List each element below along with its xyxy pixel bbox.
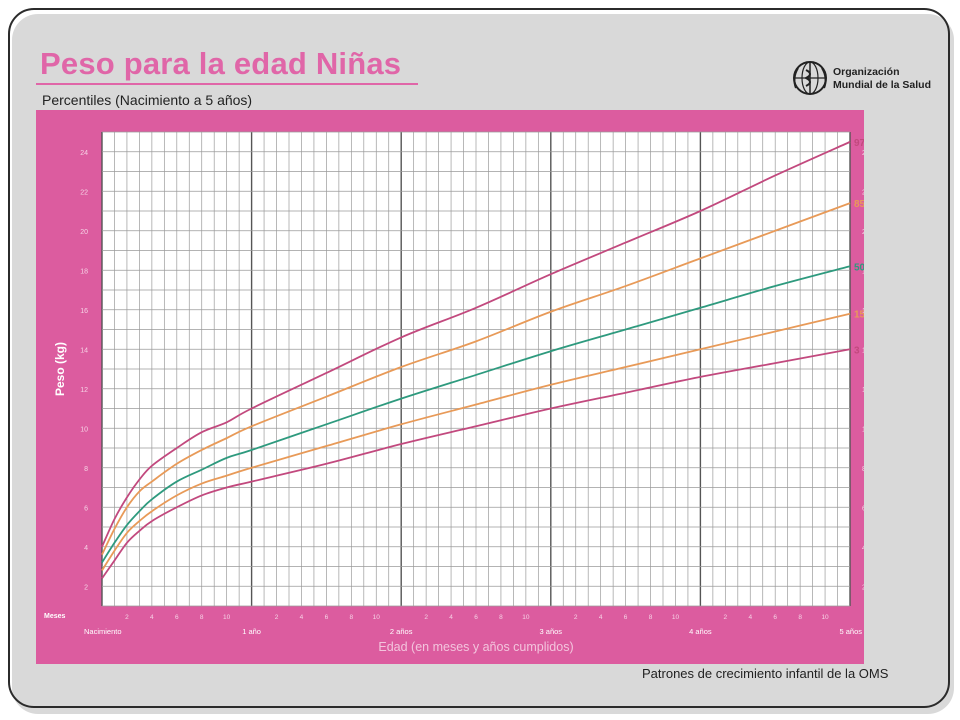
- y-tick-label-right: 16: [862, 308, 864, 315]
- x-month-tick-label: 8: [499, 614, 503, 621]
- x-year-tick-label: 1 año: [242, 627, 261, 636]
- x-year-tick-label: 4 años: [689, 627, 712, 636]
- who-name-line1: Organización: [833, 66, 900, 78]
- y-tick-label-right: 24: [862, 150, 864, 157]
- percentile-50-label: 50: [854, 262, 864, 273]
- x-month-tick-label: 6: [773, 614, 777, 621]
- x-month-tick-label: 4: [748, 614, 752, 621]
- y-tick-label-right: 14: [862, 347, 864, 354]
- x-month-tick-label: 4: [449, 614, 453, 621]
- who-emblem-icon: [793, 61, 827, 95]
- y-tick-label-right: 6: [862, 505, 864, 512]
- x-month-tick-label: 10: [373, 614, 381, 621]
- y-tick-label-left: 12: [80, 387, 88, 394]
- x-month-tick-label: 8: [200, 614, 204, 621]
- slide-frame: [8, 8, 950, 708]
- y-tick-label-left: 16: [80, 308, 88, 315]
- page-title: Peso para la edad Niñas: [40, 46, 402, 81]
- x-month-tick-label: 4: [300, 614, 304, 621]
- x-month-tick-label: 2: [125, 614, 129, 621]
- x-month-tick-label: 6: [474, 614, 478, 621]
- who-name-line2: Mundial de la Salud: [833, 79, 932, 91]
- y-tick-label-left: 4: [84, 545, 88, 552]
- percentile-3-label: 3: [854, 345, 860, 356]
- y-tick-label-right: 10: [862, 426, 864, 433]
- percentile-3-line: [101, 348, 851, 579]
- x-year-tick-label: 3 años: [540, 627, 563, 636]
- y-tick-label-right: 8: [862, 466, 864, 473]
- y-tick-label-left: 20: [80, 229, 88, 236]
- percentile-50-line: [101, 265, 851, 564]
- y-tick-label-left: 24: [80, 150, 88, 157]
- x-month-tick-label: 10: [821, 614, 829, 621]
- x-year-tick-label: 2 años: [390, 627, 413, 636]
- who-name: Organización Mundial de la Salud: [833, 66, 931, 92]
- footer-source: Patrones de crecimiento infantil de la O…: [642, 666, 889, 681]
- percentile-97-label: 97: [854, 138, 864, 149]
- x-year-tick-label: Nacimiento: [84, 627, 122, 636]
- x-month-tick-label: 10: [522, 614, 530, 621]
- y-tick-label-left: 18: [80, 268, 88, 275]
- y-tick-label-left: 14: [80, 347, 88, 354]
- x-month-tick-label: 2: [275, 614, 279, 621]
- x-month-tick-label: 2: [724, 614, 728, 621]
- x-month-tick-label: 6: [175, 614, 179, 621]
- chart-panel: 2244668810101212141416161818202022222424…: [36, 110, 864, 664]
- percentile-15-label: 15: [854, 310, 864, 321]
- x-month-tick-label: 4: [599, 614, 603, 621]
- percentile-85-line: [101, 202, 851, 556]
- y-tick-label-right: 12: [862, 387, 864, 394]
- y-tick-label-right: 2: [862, 584, 864, 591]
- y-tick-label-left: 2: [84, 584, 88, 591]
- y-tick-label-left: 22: [80, 189, 88, 196]
- x-month-tick-label: 2: [424, 614, 428, 621]
- percentile-85-label: 85: [854, 199, 864, 210]
- x-row-label: Meses: [44, 613, 66, 620]
- x-month-tick-label: 6: [325, 614, 329, 621]
- x-month-tick-label: 8: [649, 614, 653, 621]
- title-underline: [36, 83, 418, 85]
- x-year-tick-label: 5 años: [839, 627, 862, 636]
- y-axis-label: Peso (kg): [53, 342, 67, 396]
- weight-for-age-chart: 2244668810101212141416161818202022222424…: [44, 131, 864, 654]
- y-tick-label-left: 8: [84, 466, 88, 473]
- x-month-tick-label: 10: [672, 614, 680, 621]
- percentile-97-line: [101, 141, 851, 548]
- x-axis-label: Edad (en meses y años cumplidos): [378, 640, 573, 654]
- y-tick-label-right: 4: [862, 545, 864, 552]
- y-tick-label-right: 20: [862, 229, 864, 236]
- y-tick-label-left: 10: [80, 426, 88, 433]
- x-month-tick-label: 6: [624, 614, 628, 621]
- page-subtitle: Percentiles (Nacimiento a 5 años): [42, 92, 253, 108]
- y-tick-label-left: 6: [84, 505, 88, 512]
- x-month-tick-label: 8: [350, 614, 354, 621]
- x-month-tick-label: 2: [574, 614, 578, 621]
- y-tick-label-right: 22: [862, 189, 864, 196]
- x-month-tick-label: 4: [150, 614, 154, 621]
- percentile-15-line: [101, 312, 851, 571]
- x-month-tick-label: 10: [223, 614, 231, 621]
- who-logo: Organización Mundial de la Salud: [790, 58, 950, 102]
- y-tick-label-right: 18: [862, 268, 864, 275]
- x-month-tick-label: 8: [798, 614, 802, 621]
